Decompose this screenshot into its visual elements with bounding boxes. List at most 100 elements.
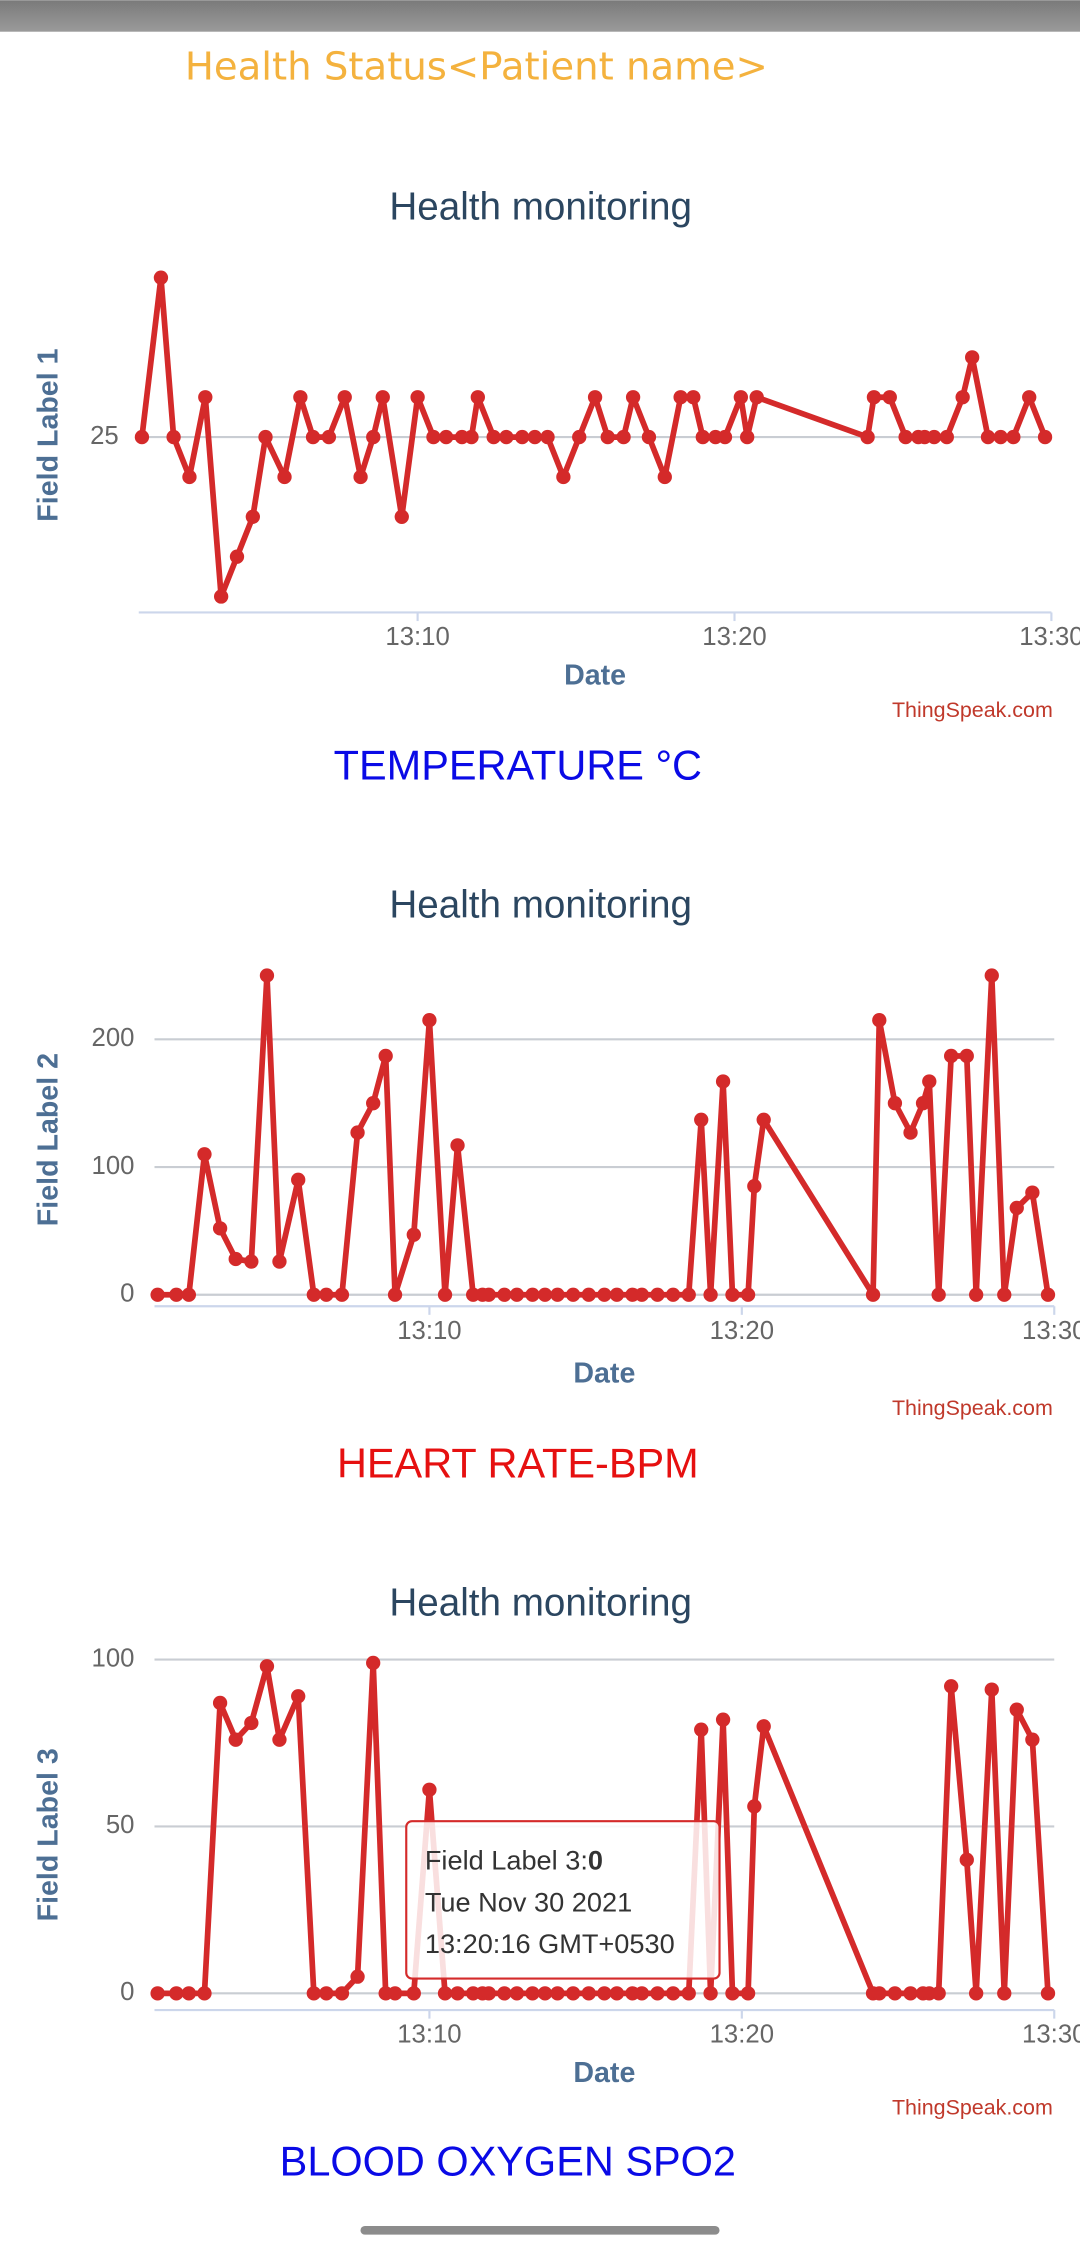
data-point: [334, 1287, 350, 1302]
data-point: [1037, 429, 1053, 445]
page-title: Health Status<Patient name>: [185, 44, 768, 89]
data-point: [350, 1969, 365, 1984]
data-point: [1025, 1185, 1040, 1200]
data-point: [565, 1986, 581, 2001]
data-point: [197, 1986, 212, 2001]
data-point: [181, 1986, 197, 2001]
data-point: [597, 1986, 612, 2001]
data-point: [438, 429, 454, 445]
data-point: [926, 429, 942, 445]
data-point: [965, 350, 980, 365]
data-point: [572, 429, 587, 445]
data-point: [213, 589, 229, 604]
x-tick-label: 13:20: [702, 623, 766, 651]
data-point: [915, 1096, 931, 1111]
data-point: [1009, 1200, 1024, 1216]
data-point: [597, 1287, 612, 1302]
data-point: [198, 390, 213, 405]
data-point: [984, 1682, 999, 1697]
data-point: [600, 429, 615, 445]
data-point: [922, 1074, 937, 1089]
data-point: [865, 1287, 881, 1302]
data-point: [740, 429, 755, 445]
data-point: [609, 1287, 625, 1302]
chart-title: Health monitoring: [389, 883, 692, 926]
data-point: [616, 429, 631, 445]
data-point: [681, 1287, 696, 1302]
data-point: [931, 1287, 946, 1302]
data-point: [968, 1287, 984, 1302]
data-point: [866, 390, 882, 405]
chart-title: Health monitoring: [389, 1581, 692, 1624]
data-point: [903, 1125, 918, 1140]
data-point: [673, 390, 688, 405]
x-tick-label: 13:20: [710, 1317, 774, 1345]
data-point: [1009, 1702, 1024, 1717]
data-point: [394, 509, 409, 524]
data-point: [665, 1986, 681, 2001]
data-point: [166, 429, 181, 445]
x-tick-label: 13:10: [397, 1317, 461, 1345]
data-point: [550, 1287, 565, 1302]
data-point: [717, 429, 733, 445]
x-axis-label: Date: [564, 659, 626, 691]
data-point: [625, 390, 641, 405]
data-point: [715, 1074, 731, 1089]
tooltip-time: 13:20:16 GMT+0530: [425, 1928, 675, 1959]
data-point: [968, 1986, 984, 2001]
data-point: [587, 390, 603, 405]
data-point: [306, 1287, 321, 1302]
data-point: [259, 968, 275, 983]
home-indicator: [360, 2226, 720, 2235]
data-point: [703, 1287, 718, 1302]
data-point: [993, 429, 1008, 445]
data-point: [470, 390, 485, 405]
data-point: [980, 429, 996, 445]
data-point: [406, 1227, 421, 1242]
x-tick-label: 13:30: [1022, 1317, 1080, 1345]
y-axis-label: Field Label 2: [33, 1053, 65, 1226]
data-point: [181, 1287, 197, 1302]
x-tick-label: 13:30: [1022, 2021, 1080, 2049]
data-point: [229, 549, 245, 564]
y-axis-label: Field Label 1: [33, 348, 65, 521]
data-point: [497, 1986, 512, 2001]
x-axis-label: Date: [573, 2057, 635, 2089]
tooltip-box: [405, 1820, 721, 1980]
data-point: [450, 1138, 465, 1153]
data-point: [609, 1986, 625, 2001]
data-point: [481, 1986, 496, 2001]
data-point: [366, 1096, 381, 1111]
data-point: [244, 1254, 259, 1269]
data-point: [740, 1287, 756, 1302]
x-tick-label: 13:30: [1019, 623, 1080, 651]
data-point: [366, 429, 381, 445]
x-tick-label: 13:10: [385, 623, 449, 651]
data-point: [426, 429, 441, 445]
data-point: [634, 1287, 650, 1302]
y-axis-label: Field Label 3: [33, 1748, 65, 1921]
data-point: [565, 1287, 581, 1302]
data-point: [228, 1251, 243, 1267]
data-point: [525, 1287, 540, 1302]
data-point: [959, 1048, 974, 1064]
data-point: [537, 1287, 553, 1302]
data-point: [277, 469, 292, 485]
source-link: ThingSpeak.com: [892, 1396, 1053, 1420]
data-point: [581, 1986, 596, 2001]
source-link: ThingSpeak.com: [892, 2095, 1053, 2119]
data-point: [944, 1048, 959, 1064]
data-point: [450, 1986, 465, 2001]
data-point: [422, 1013, 437, 1028]
data-point: [747, 1179, 762, 1194]
data-point: [694, 1722, 709, 1737]
data-point: [756, 1719, 771, 1734]
data-point: [375, 390, 390, 405]
data-point: [422, 1782, 437, 1797]
data-point: [1040, 1986, 1056, 2001]
data-point: [197, 1147, 212, 1162]
data-point: [556, 469, 571, 485]
data-point: [955, 390, 970, 405]
chart-caption: BLOOD OXYGEN SPO2: [280, 2137, 736, 2184]
data-point: [150, 1986, 165, 2001]
